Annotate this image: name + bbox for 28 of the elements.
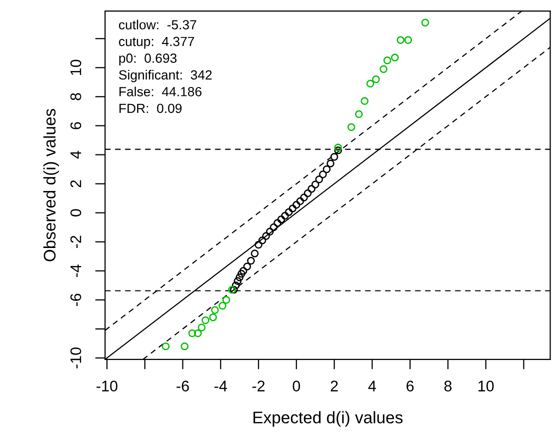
- y-tick-label: 0: [70, 209, 82, 216]
- x-tick-label: 10: [478, 380, 494, 392]
- y-tick-label: -2: [70, 236, 82, 248]
- y-tick-label: 2: [70, 180, 82, 188]
- y-tick-label: 10: [70, 60, 82, 75]
- y-tick-label: -4: [70, 264, 82, 277]
- x-tick-label: 4: [368, 380, 376, 392]
- annotation: cutlow: -5.37: [118, 20, 196, 30]
- x-tick-label: -2: [252, 380, 265, 392]
- y-tick-label: -6: [70, 294, 82, 306]
- x-tick-label: -10: [96, 380, 118, 392]
- y-tick-label: -10: [70, 348, 82, 368]
- x-axis-title: Expected d(i) values: [254, 411, 403, 427]
- y-tick-label: 4: [70, 150, 82, 159]
- x-tick-label: -4: [214, 380, 227, 392]
- x-tick-label: 6: [406, 380, 414, 392]
- y-tick-label: 6: [70, 122, 82, 130]
- annotation: False: 44.186: [120, 86, 202, 96]
- annotation: p0: 0.693: [119, 54, 177, 66]
- y-tick-label: 8: [70, 93, 82, 100]
- annotation: FDR: 0.09: [120, 104, 182, 114]
- y-axis-title: Observed d(i) values: [43, 108, 59, 262]
- x-tick-label: 2: [330, 380, 338, 392]
- x-tick-label: -6: [176, 380, 189, 392]
- annotation: cutup: 4.377: [118, 36, 194, 49]
- x-tick-label: 8: [444, 380, 452, 392]
- x-tick-label: 0: [292, 380, 300, 392]
- annotation: Significant: 342: [119, 70, 212, 82]
